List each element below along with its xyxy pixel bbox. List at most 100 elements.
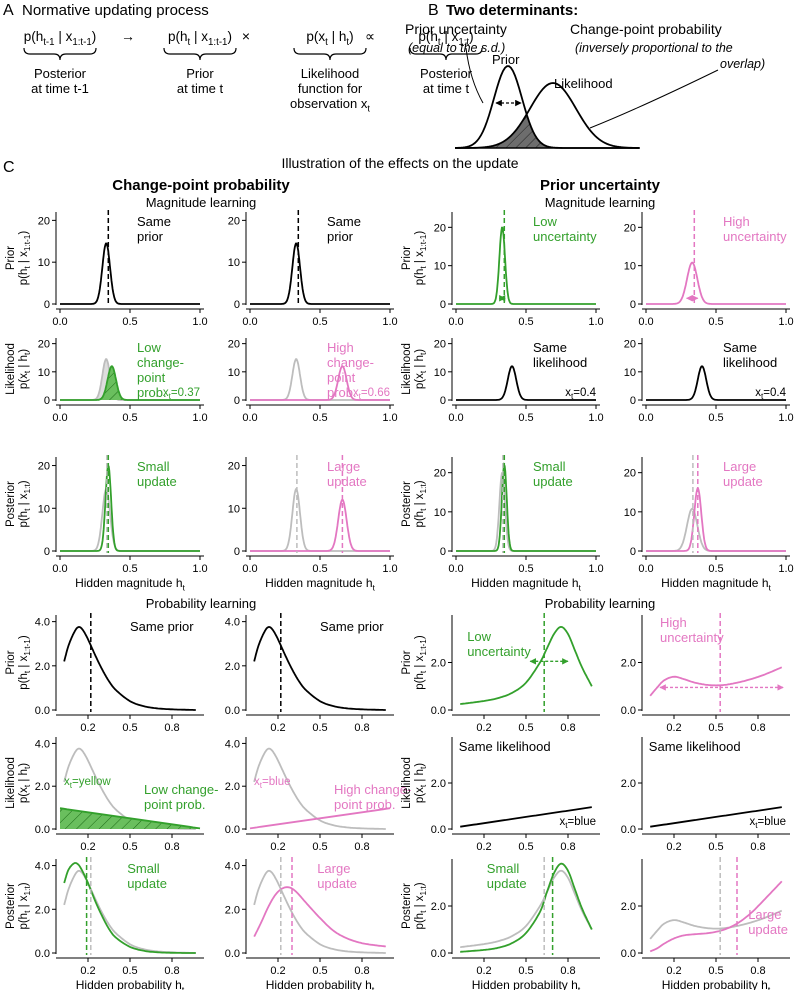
row-label-formula-part: | x [18, 493, 30, 508]
y-tick-label: 0.0 [35, 705, 50, 717]
likelihood-curve-label: Likelihood [554, 76, 613, 91]
annotation-text: uncertainty [467, 644, 531, 659]
y-tick-label: 0.0 [35, 824, 50, 836]
annotation-text: Small [137, 459, 170, 474]
y-tick-label: 2.0 [621, 658, 636, 670]
x-tick-label: 0.5 [518, 412, 533, 424]
series-line-posterior [250, 498, 390, 552]
series-line-prior [456, 226, 596, 305]
x-tick-label: 0.5 [708, 563, 723, 575]
equation-term-sub: t-1 [43, 37, 54, 48]
x-tick-label: 0.5 [312, 563, 327, 575]
y-tick-label: 4.0 [225, 617, 240, 629]
row-label-formula-sub: t [419, 508, 428, 511]
row-label-title: Prior [5, 650, 17, 674]
row-label-title: Posterior [401, 883, 413, 929]
y-tick-label: 20 [38, 461, 50, 473]
row-label-title: Likelihood [401, 343, 413, 395]
y-tick-label: 4.0 [35, 861, 50, 873]
observation-label-part: x [64, 776, 70, 788]
y-tick-label: 0.0 [621, 948, 636, 960]
x-tick-label: 0.8 [164, 841, 179, 853]
row-label-formula-sub: 1:t [23, 484, 32, 494]
observation-label-part: x [353, 387, 359, 399]
row-label-formula-part: ) [414, 480, 426, 484]
annotation-text: point [327, 370, 356, 385]
equation-label: at time t [423, 81, 470, 96]
x-tick-label: 0.5 [312, 965, 327, 977]
panel-a-title: Normative updating process [22, 2, 209, 19]
equation-term-part: p(h [418, 29, 438, 44]
row-label-formula-part: p(x [414, 787, 426, 803]
series-line-prior [649, 666, 783, 697]
annotation-text: Same likelihood [459, 739, 551, 754]
equation-label-part: observation x [290, 96, 368, 111]
x-tick-label: 0.5 [122, 316, 137, 328]
y-tick-label: 0 [630, 299, 636, 311]
row-label-formula-part: p(h [414, 511, 426, 528]
y-tick-label: 20 [624, 222, 636, 234]
series-line-prior [253, 747, 386, 830]
observation-label: xt​=0.66 [353, 387, 390, 401]
prior-curve-label: Prior [492, 52, 520, 67]
x-axis-label-probability-part: Hidden probability h [266, 978, 372, 990]
row-label-formula-part: ) [414, 763, 426, 767]
x-axis-label-probability: Hidden probability ht​ [266, 978, 375, 990]
series-line-old-prior [456, 472, 596, 552]
x-tick-label: 0.2 [270, 722, 285, 734]
series-line-posterior [63, 862, 196, 954]
row-label-formula-sub: t [419, 670, 428, 673]
x-axis-label-magnitude-part: Hidden magnitude h [661, 576, 768, 590]
x-tick-label: 1.0 [778, 316, 793, 328]
annotation-text: update [317, 876, 357, 891]
x-tick-label: 0.0 [52, 316, 67, 328]
x-axis-label-probability: Hidden probability ht​ [76, 978, 185, 990]
x-tick-label: 0.8 [354, 841, 369, 853]
row-label-formula-part: | x [18, 895, 30, 910]
equation-label-part: Posterior [420, 66, 473, 81]
series-line-prior [646, 261, 786, 305]
brace [409, 47, 483, 61]
annotation-text: prior [327, 229, 354, 244]
series-line-likelihood [456, 365, 596, 401]
row-label-formula-part: p(x [18, 787, 30, 803]
equation-term-part: | x [441, 29, 459, 44]
equation-term-sub: t [188, 37, 191, 48]
equation-label-part: at time t-1 [31, 81, 89, 96]
panel-c-headers: C Illustration of the effects on the upd… [3, 155, 661, 611]
observation-label-sub: t [755, 821, 758, 830]
equation-term-part: ) [349, 29, 354, 44]
y-tick-label: 20 [38, 339, 50, 351]
y-tick-label: 10 [624, 261, 636, 273]
brace [23, 47, 97, 61]
row-label-formula: p(xt​ | ht​) [414, 349, 428, 389]
annotation-text: uncertainty [533, 229, 597, 244]
y-tick-label: 2.0 [225, 904, 240, 916]
equation-label-part: at time t [177, 81, 224, 96]
x-tick-label: 0.8 [750, 722, 765, 734]
x-axis-label-probability-part: Hidden probability h [662, 978, 768, 990]
x-axis-label-probability: Hidden probability ht​ [662, 978, 771, 990]
chart-p_p2: 0.0 2.0 4.0 0.2 0.5 0.8 Same prior [225, 613, 394, 734]
x-tick-label: 0.2 [476, 841, 491, 853]
right-column-header: Prior uncertainty [540, 177, 661, 194]
annotation-text: change- [327, 355, 374, 370]
series-line-old-prior [250, 488, 390, 552]
equation-term-sub: t [438, 37, 441, 48]
annotation-text: Low [467, 629, 491, 644]
annotation-text: uncertainty [660, 630, 724, 645]
annotation-text: update [127, 876, 167, 891]
x-axis-label-magnitude: Hidden magnitude ht​ [471, 576, 581, 592]
